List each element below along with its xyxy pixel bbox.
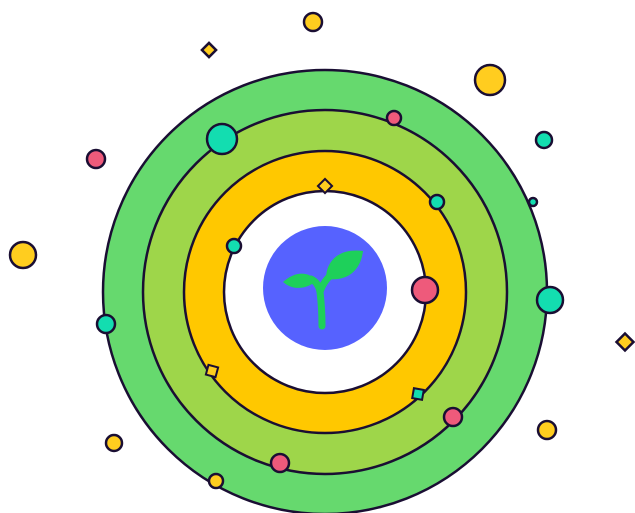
pink-planet [410, 275, 440, 305]
teal-dot [225, 237, 243, 255]
yellow-planet [473, 63, 507, 97]
yellow-diamond [204, 363, 220, 379]
sprout-right-leaf [326, 250, 363, 280]
teal-dot [534, 130, 554, 150]
yellow-diamond [614, 331, 635, 353]
pink-dot [269, 452, 291, 474]
yellow-diamond [200, 41, 218, 59]
pink-dot [385, 109, 403, 127]
yellow-dot [207, 472, 225, 490]
teal-dot [428, 193, 446, 211]
yellow-dot [302, 11, 324, 33]
sprout-left-leaf [283, 273, 316, 288]
teal-dot [95, 313, 117, 335]
yellow-dot [104, 433, 124, 453]
pink-dot [85, 148, 107, 170]
pink-dot [442, 406, 464, 428]
yellow-planet [8, 240, 38, 270]
teal-planet-large [205, 122, 239, 156]
yellow-diamond [316, 177, 334, 195]
teal-diamond [411, 387, 425, 401]
teal-dot-tiny [527, 196, 539, 208]
sprout-icon [283, 250, 363, 330]
yellow-dot [536, 419, 558, 441]
teal-planet [535, 285, 565, 315]
